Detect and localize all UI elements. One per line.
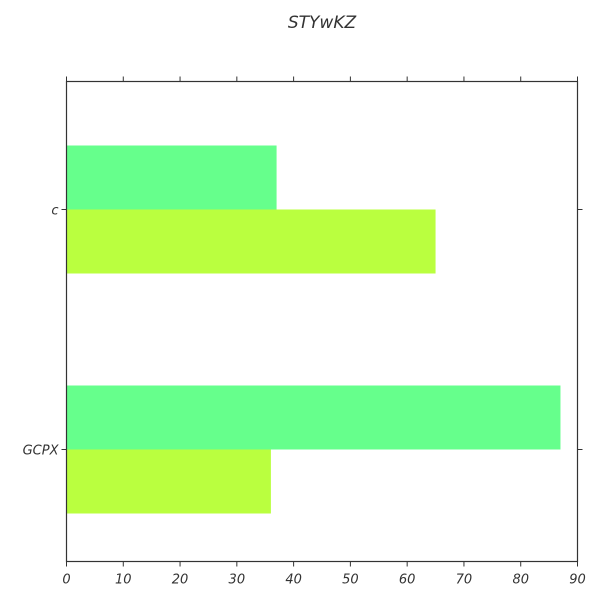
- plot-frame: [65, 80, 579, 563]
- y-tick-label-gcpx: GCPX: [23, 444, 60, 459]
- bar-gcpx-series-2: [66, 449, 271, 514]
- x-tick-label-10: 10: [115, 573, 132, 588]
- x-tick-label-30: 30: [229, 573, 246, 588]
- x-tick-label-70: 70: [456, 573, 473, 588]
- x-tick-label-60: 60: [399, 573, 416, 588]
- x-tick-label-80: 80: [512, 573, 529, 588]
- x-tick-label-50: 50: [342, 573, 359, 588]
- bar-c-series-2: [66, 209, 436, 274]
- ticks-group: c GCPX 0 10 20 30 40 50 60 70 80 90: [23, 76, 586, 588]
- chart-title: STYwKZ: [288, 13, 357, 33]
- x-tick-label-40: 40: [285, 573, 302, 588]
- x-tick-label-0: 0: [62, 573, 70, 588]
- x-tick-label-90: 90: [569, 573, 586, 588]
- bar-c-series-1: [66, 145, 277, 210]
- bars-group: [66, 145, 561, 514]
- y-tick-label-c: c: [51, 204, 58, 219]
- x-tick-label-20: 20: [172, 573, 189, 588]
- bar-gcpx-series-1: [66, 385, 561, 450]
